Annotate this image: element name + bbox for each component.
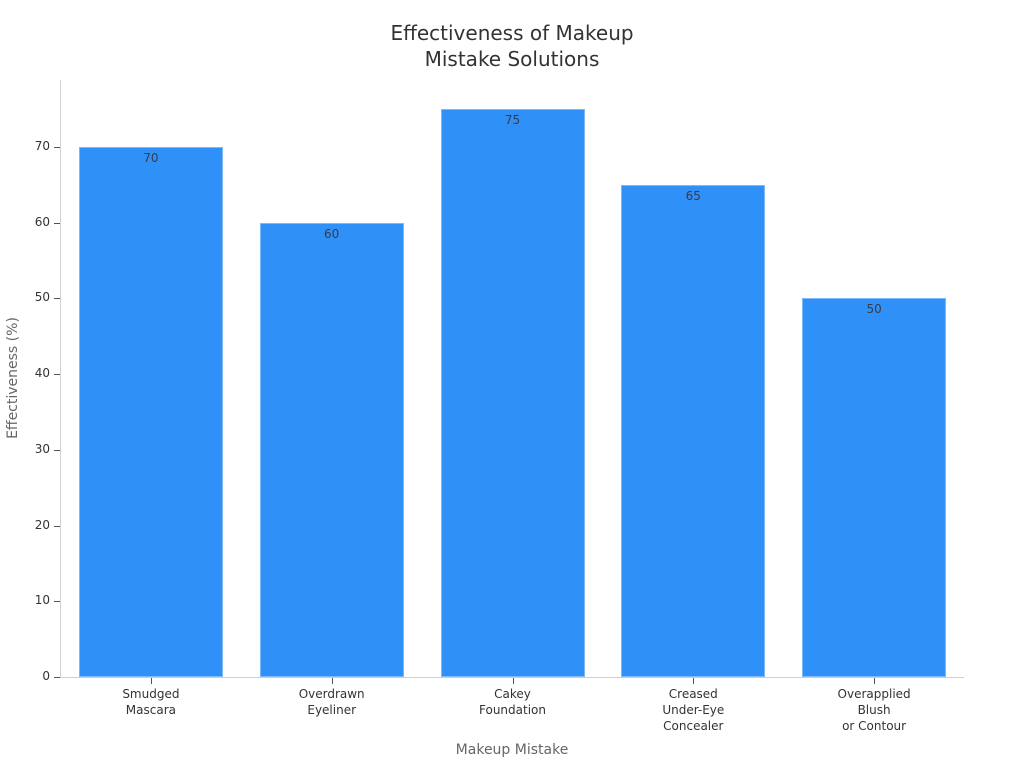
y-tick-mark [54,223,60,224]
y-axis-title: Effectiveness (%) [5,317,21,439]
x-tick-label-line: Eyeliner [307,703,357,717]
x-tick-label-line: Smudged [122,687,180,701]
chart-title: Effectiveness of Makeup Mistake Solution… [0,20,1024,72]
y-tick-label: 70 [34,139,50,153]
y-tick-mark [54,450,60,451]
x-tick-label: Overapplied Blush or Contour [794,686,954,734]
x-tick-label-line: Creased [668,687,718,701]
x-tick-label: Smudged Mascara [71,686,231,718]
bar-value-label: 60 [324,226,340,241]
x-tick-label-line: Under-Eye [662,703,725,717]
bar-value-label: 75 [504,113,521,128]
y-tick-mark [54,147,60,148]
x-axis-line [60,677,964,678]
x-tick-label-line: Mascara [125,703,176,717]
x-tick-label-line: Cakey [494,687,531,701]
y-tick-mark [54,526,60,527]
bar [259,222,404,677]
bar-value-label: 70 [143,151,159,165]
x-tick-label-line: Overapplied [837,687,911,701]
x-tick-label-line: Concealer [663,719,724,733]
x-tick-label-line: Blush [857,703,891,717]
x-tick-label-line: Foundation [479,703,546,717]
chart-title-line-1: Effectiveness of Makeup [390,21,634,45]
bar-value-label: 65 [685,188,701,203]
y-tick-mark [54,677,60,678]
x-tick-label-line: Overdrawn [298,687,365,701]
x-tick-label: Overdrawn Eyeliner [252,686,412,718]
x-tick-mark [151,678,152,684]
y-tick-label: 10 [34,593,50,607]
y-tick-label: 50 [34,290,50,304]
bar-value-label: 50 [866,302,882,317]
y-tick-label: 20 [34,518,50,532]
y-tick-mark [54,298,60,299]
chart-title-line-2: Mistake Solutions [424,47,600,71]
bar [802,298,947,677]
y-tick-label: 60 [34,215,50,229]
x-tick-mark [332,678,333,684]
x-tick-label: Cakey Foundation [433,686,593,718]
x-tick-label-line: or Contour [842,719,907,733]
bar [78,147,223,677]
bar [440,109,585,677]
y-tick-label: 40 [34,366,50,380]
bar [621,184,766,677]
y-tick-label: 30 [34,442,50,456]
x-tick-mark [874,678,875,684]
x-tick-mark [693,678,694,684]
x-axis-title: Makeup Mistake [455,742,569,758]
x-tick-mark [513,678,514,684]
y-tick-mark [54,374,60,375]
y-tick-label: 0 [42,669,50,683]
x-tick-label: Creased Under-Eye Concealer [613,686,773,734]
y-axis-line [60,80,61,677]
y-tick-mark [54,601,60,602]
